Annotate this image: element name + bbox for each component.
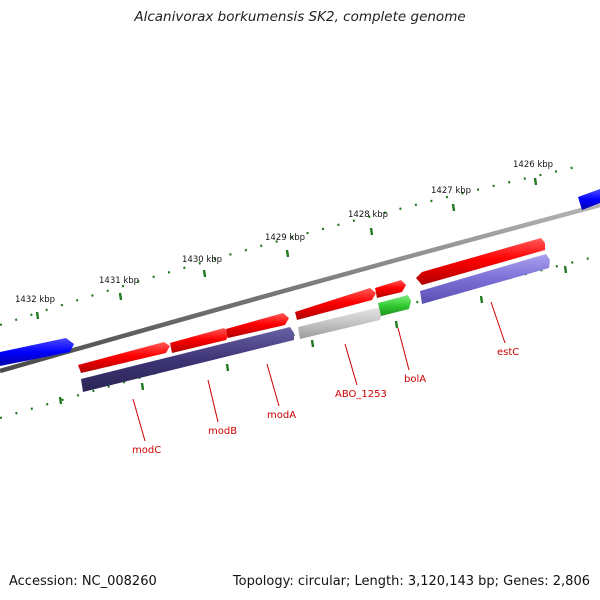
inner-major-ticks <box>58 265 568 405</box>
inner-features <box>81 254 550 392</box>
outer-ruler <box>0 163 586 327</box>
gene-label-bolA: bolA <box>404 374 426 385</box>
gene-arrow-estC <box>416 238 545 285</box>
label-leader-lines <box>132 301 506 442</box>
inner-dark-bar <box>81 327 294 392</box>
major-ticks <box>35 177 538 320</box>
genome-summary-text: Topology: circular; Length: 3,120,143 bp… <box>232 574 590 589</box>
gene-label-modC: modC <box>132 445 161 456</box>
accession-text: Accession: NC_008260 <box>9 574 157 589</box>
genome-backbone <box>0 202 600 374</box>
gene-label-ABO_1253: ABO_1253 <box>335 389 387 400</box>
tick-label-1432: 1432 kbp <box>15 295 55 305</box>
tick-label-1427: 1427 kbp <box>431 186 471 196</box>
tick-label-1428: 1428 kbp <box>348 210 388 220</box>
gene-label-modA: modA <box>267 410 296 421</box>
tick-label-1430: 1430 kbp <box>182 255 222 265</box>
gene-arrow-modA <box>226 313 289 338</box>
gene-label-modB: modB <box>208 426 237 437</box>
inner-green-bar <box>378 295 411 316</box>
inner-light-bar <box>420 254 550 304</box>
gene-arrow-modC <box>78 342 170 373</box>
gene-label-estC: estC <box>497 347 519 358</box>
map-title: Alcanivorax borkumensis SK2, complete ge… <box>134 9 466 25</box>
inner-ruler <box>0 256 591 420</box>
outer-feature-right <box>578 189 600 210</box>
gene-arrow-ABO_1253 <box>295 288 376 320</box>
gene-arrow-modB <box>170 328 230 353</box>
tick-label-1426: 1426 kbp <box>513 160 553 170</box>
gene-arrow-bolA <box>375 280 406 298</box>
outer-feature-left <box>0 338 74 366</box>
cds-arrows <box>78 238 545 373</box>
inner-grey-bar <box>298 307 382 339</box>
tick-label-1431: 1431 kbp <box>99 276 139 286</box>
tick-label-1429: 1429 kbp <box>265 233 305 243</box>
